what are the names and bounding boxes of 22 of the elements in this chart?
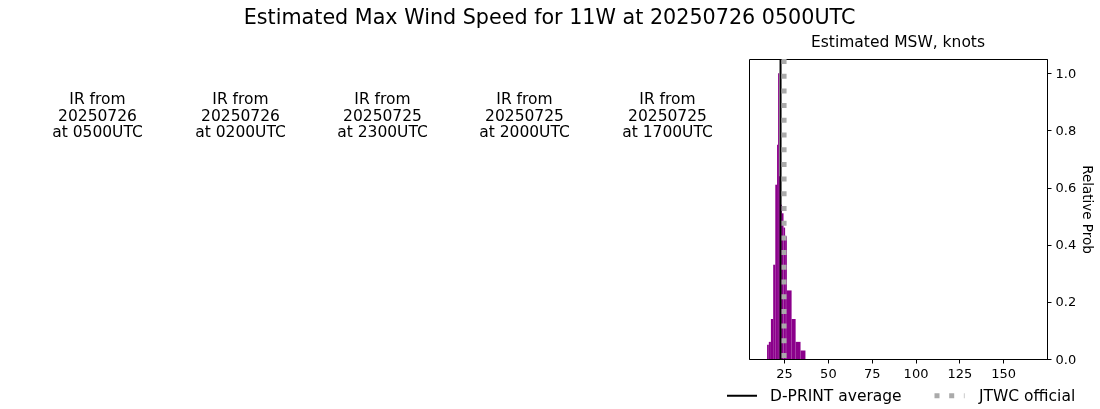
x-tick-label: 150 [991,365,1017,381]
x-tick-label: 50 [820,365,837,381]
legend-label: JTWC official [978,386,1076,405]
text: Estimated Max Wind Speed for 11W at 20250726 0500UTC [243,4,856,29]
x-tick-label: 125 [947,365,973,381]
text: IR from 20250725 at 1700UTC [622,90,713,142]
text: IR from 20250726 at 0200UTC [195,90,286,142]
legend-label: D-PRINT average [770,386,902,405]
y-tick-label: 0.8 [1055,122,1077,138]
text: IR from 20250725 at 2300UTC [337,90,428,142]
x-tick-label: 75 [863,365,881,381]
y-tick-label: 0.4 [1055,237,1077,253]
y-tick-label: 0.6 [1055,180,1077,196]
y-tick-label: 0.0 [1055,351,1077,367]
x-tick-label: 100 [903,365,929,381]
text: IR from 20250726 at 0500UTC [52,90,143,142]
chart-title: Estimated MSW, knots [810,33,986,51]
y-tick-label: 1.0 [1055,65,1077,81]
y-tick-label: 0.2 [1055,294,1077,310]
y-axis-title: Relative Prob [1080,165,1097,254]
text: IR from 20250725 at 2000UTC [479,90,570,142]
x-tick-label: 25 [776,365,793,381]
